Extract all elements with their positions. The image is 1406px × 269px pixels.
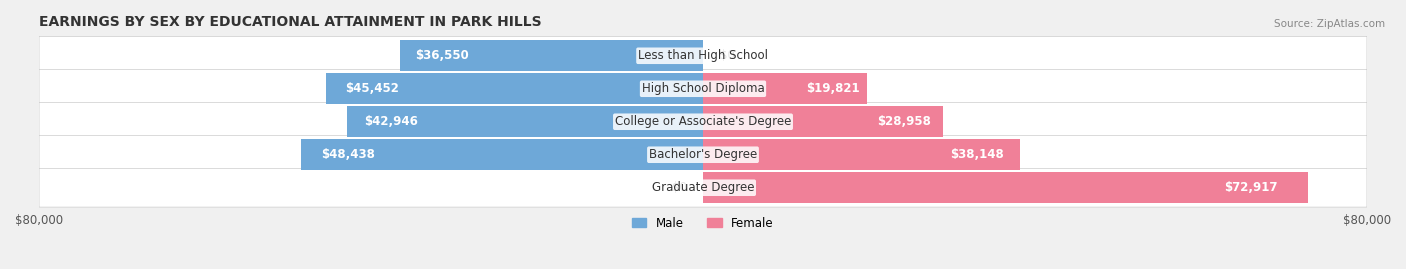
Text: Bachelor's Degree: Bachelor's Degree bbox=[650, 148, 756, 161]
Text: $48,438: $48,438 bbox=[321, 148, 375, 161]
Text: $28,958: $28,958 bbox=[877, 115, 931, 128]
Legend: Male, Female: Male, Female bbox=[627, 212, 779, 235]
FancyBboxPatch shape bbox=[39, 135, 1367, 174]
Text: $36,550: $36,550 bbox=[415, 49, 468, 62]
Text: $0: $0 bbox=[672, 181, 686, 194]
Bar bbox=[301, 139, 703, 170]
FancyBboxPatch shape bbox=[39, 36, 1367, 75]
Text: EARNINGS BY SEX BY EDUCATIONAL ATTAINMENT IN PARK HILLS: EARNINGS BY SEX BY EDUCATIONAL ATTAINMEN… bbox=[39, 15, 541, 29]
Bar bbox=[703, 106, 943, 137]
Text: Source: ZipAtlas.com: Source: ZipAtlas.com bbox=[1274, 19, 1385, 29]
Text: $42,946: $42,946 bbox=[364, 115, 418, 128]
Bar bbox=[347, 106, 703, 137]
FancyBboxPatch shape bbox=[39, 168, 1367, 207]
Text: $38,148: $38,148 bbox=[950, 148, 1004, 161]
Bar bbox=[326, 73, 703, 104]
Text: $72,917: $72,917 bbox=[1225, 181, 1278, 194]
FancyBboxPatch shape bbox=[39, 69, 1367, 108]
Bar bbox=[703, 139, 1019, 170]
Text: $19,821: $19,821 bbox=[806, 82, 859, 95]
Bar bbox=[399, 40, 703, 71]
Bar bbox=[703, 172, 1308, 203]
Bar bbox=[703, 73, 868, 104]
Text: $45,452: $45,452 bbox=[344, 82, 398, 95]
Text: Graduate Degree: Graduate Degree bbox=[652, 181, 754, 194]
Text: Less than High School: Less than High School bbox=[638, 49, 768, 62]
Text: College or Associate's Degree: College or Associate's Degree bbox=[614, 115, 792, 128]
Text: $0: $0 bbox=[720, 49, 734, 62]
Text: High School Diploma: High School Diploma bbox=[641, 82, 765, 95]
FancyBboxPatch shape bbox=[39, 102, 1367, 141]
